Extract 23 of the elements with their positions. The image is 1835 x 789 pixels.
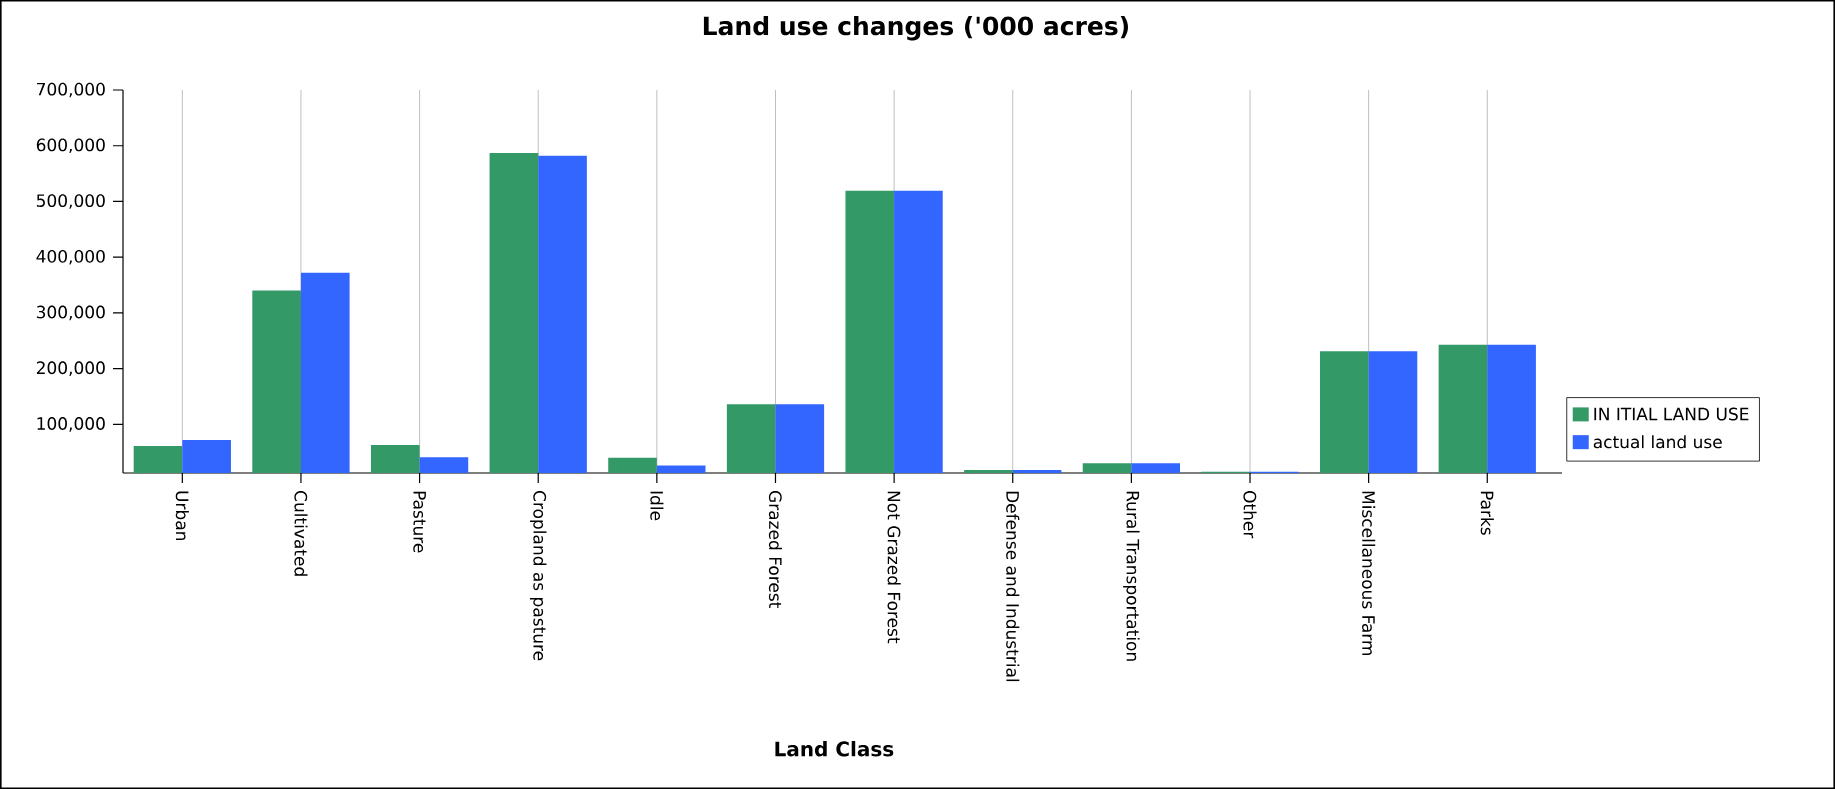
x-tick-label: Cropland as pasture xyxy=(529,491,547,661)
x-tick-label: Idle xyxy=(650,491,664,521)
y-tick-label: 400,000 xyxy=(36,249,105,265)
y-tick-label: 500,000 xyxy=(36,194,105,209)
x-tick-label: Not Grazed Forest xyxy=(887,491,901,644)
chart-title: Land use changes ('000 acres) xyxy=(703,16,1128,41)
x-tick-label: Parks xyxy=(1480,491,1494,535)
x-tick-label: Grazed Forest xyxy=(768,491,783,609)
x-tick-label: Urban xyxy=(175,491,189,541)
x-axis-title: Land Class xyxy=(775,741,894,757)
y-tick-label: 100,000 xyxy=(37,417,105,432)
x-tick-label: Cultivated xyxy=(294,491,308,576)
x-tick-label: Other xyxy=(1243,491,1257,539)
y-tick-label: 600,000 xyxy=(36,138,105,154)
x-tick-label: Rural Transportation xyxy=(1123,491,1140,661)
y-tick-label: 300,000 xyxy=(36,305,105,321)
x-tick-label: Miscellaneous Farm xyxy=(1362,491,1376,656)
y-tick-label: 700,000 xyxy=(37,82,105,98)
x-tick-label: Pasture xyxy=(413,491,426,553)
legend-label: actual land use xyxy=(1593,435,1722,449)
legend-label: IN ITIAL LAND USE xyxy=(1594,407,1749,421)
y-tick-label: 200,000 xyxy=(36,361,105,376)
x-tick-label: Defense and Industrial xyxy=(1006,491,1020,682)
